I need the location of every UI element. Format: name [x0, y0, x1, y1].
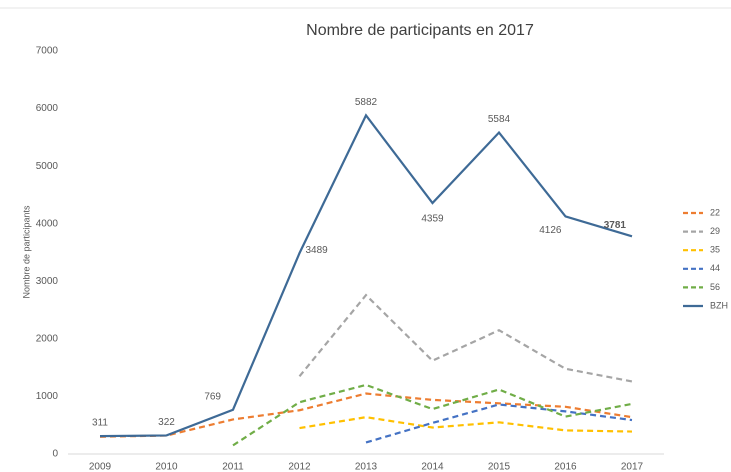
data-label: 769: [204, 391, 221, 402]
y-tick-label: 6000: [36, 103, 59, 114]
data-label: 5584: [488, 114, 511, 125]
series-line: [99, 113, 633, 438]
x-tick-label: 2015: [488, 462, 511, 472]
x-tick-label: 2009: [89, 462, 112, 472]
legend-label: 56: [710, 282, 720, 292]
y-tick-label: 1000: [36, 391, 59, 402]
data-label: 311: [92, 418, 108, 429]
x-tick-label: 2013: [355, 462, 378, 472]
data-label: 4126: [539, 225, 562, 236]
y-axis-label: Nombre de participants: [21, 205, 31, 299]
x-tick-label: 2010: [155, 462, 178, 472]
series-line: [299, 416, 633, 433]
legend-label: 44: [710, 263, 720, 273]
series-line: [99, 392, 633, 438]
chart-title: Nombre de participants en 2017: [306, 22, 534, 39]
legend-label: 35: [710, 245, 720, 255]
legend-label: 29: [710, 226, 720, 236]
y-tick-label: 4000: [36, 218, 59, 229]
x-tick-label: 2011: [222, 462, 244, 472]
y-tick-label: 3000: [36, 276, 59, 287]
x-tick-label: 2012: [288, 462, 311, 472]
x-tick-label: 2017: [621, 462, 644, 472]
data-label: 4359: [421, 214, 444, 225]
y-tick-label: 7000: [36, 46, 59, 57]
series-line: [365, 403, 633, 444]
x-tick-label: 2016: [554, 462, 577, 472]
legend-label: BZH: [710, 300, 728, 310]
y-tick-label: 5000: [36, 161, 59, 172]
y-tick-label: 0: [52, 449, 58, 460]
legend-label: 22: [710, 207, 720, 217]
series-line: [232, 383, 633, 447]
data-label: 5882: [355, 97, 378, 108]
data-label: 322: [158, 417, 175, 428]
series-line: [298, 293, 633, 383]
y-tick-label: 2000: [36, 333, 59, 344]
data-label: 3489: [306, 245, 329, 256]
x-tick-label: 2014: [421, 462, 444, 472]
data-label: 3781: [604, 220, 627, 231]
